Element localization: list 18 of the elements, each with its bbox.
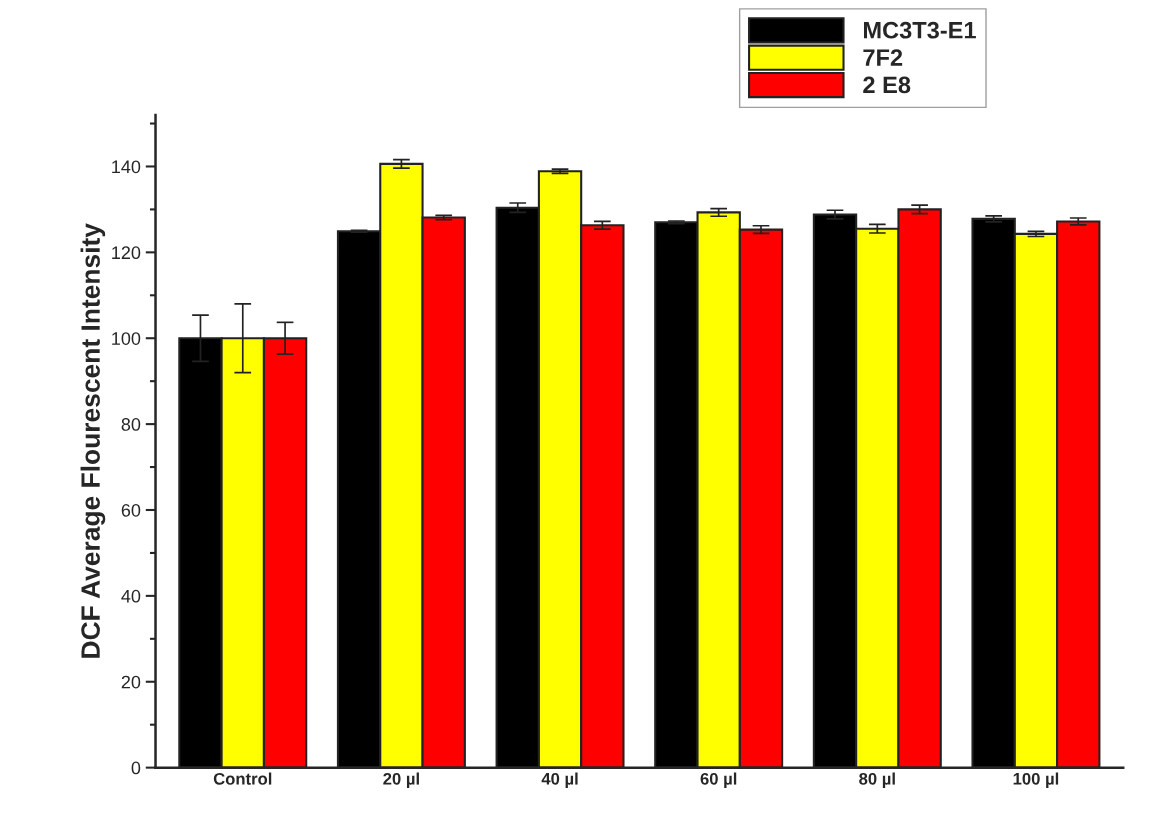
x-tick-label: 100 µl [1013,772,1059,789]
legend-label: MC3T3-E1 [863,21,976,39]
x-tick-label: 80 µl [859,772,895,789]
legend-label: 2 E8 [863,76,911,94]
x-tick-label: 60 µl [700,772,737,789]
y-axis-title: DCF Average Flourescent Intensity [80,223,106,658]
legend-label: 7F2 [863,49,903,66]
y-tick-label: 0 [131,761,141,775]
x-tick-label: 20 µl [383,772,419,789]
y-tick-label: 40 [121,589,141,603]
x-tick-label: Control [213,772,272,785]
y-tick-label: 80 [121,418,141,431]
y-tick-label: 100 [112,332,141,345]
y-tick-label: 20 [121,675,141,689]
x-tick-label: 40 µl [541,772,578,789]
y-tick-label: 60 [121,503,141,517]
y-tick-label: 120 [112,246,141,260]
y-tick-label: 140 [112,160,141,174]
